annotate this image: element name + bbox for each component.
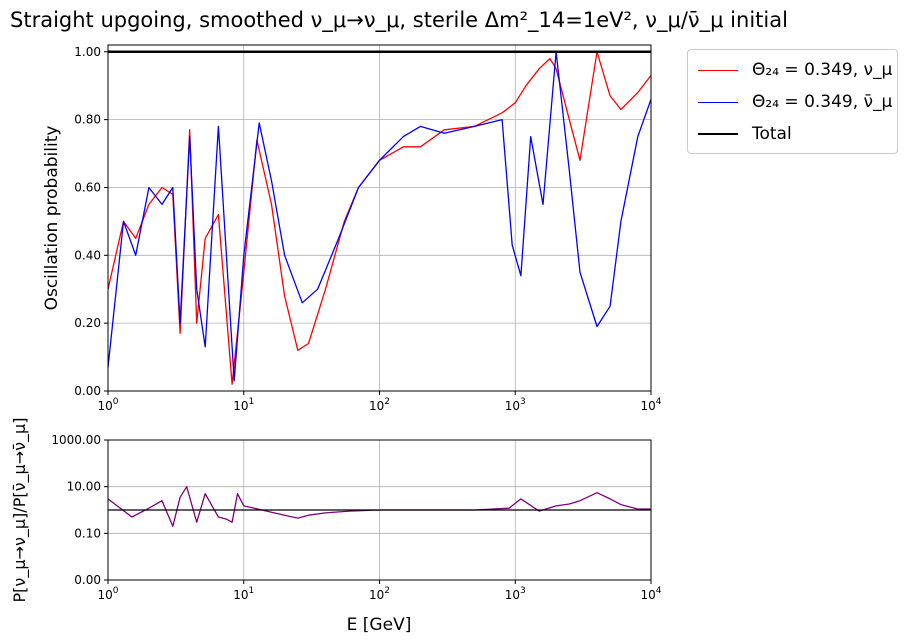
bottom-plot-ticks: 100 101 102 103 104 0.00 0.10 10.00 1000.00 (51, 433, 661, 602)
top-y-tick-label: 0.00 (74, 384, 101, 398)
top-x-tick-label: 101 (233, 397, 254, 413)
bottom-y-tick-label: 0.00 (74, 573, 101, 587)
bottom-x-tick-label: 100 (97, 586, 118, 602)
top-y-tick-label: 0.80 (74, 113, 101, 127)
top-y-axis-label: Oscillation probability (42, 126, 62, 311)
legend-item-nu: Θ₂₄ = 0.349, ν_μ (698, 56, 892, 84)
bottom-y-tick-label: 10.00 (67, 480, 101, 494)
legend-swatch-nu (698, 69, 738, 71)
bottom-x-tick-label: 101 (233, 586, 254, 602)
bottom-y-axis-label: P[ν_μ→ν_μ]/P[ν̄_μ→ν̄_μ] (10, 418, 30, 603)
top-y-tick-label: 0.20 (74, 316, 101, 330)
legend-item-total: Total (698, 120, 792, 148)
legend-swatch-total (698, 133, 738, 135)
chart-title: Straight upgoing, smoothed ν_μ→ν_μ, ster… (10, 8, 788, 32)
top-plot-series (107, 50, 652, 385)
bottom-x-tick-label: 104 (640, 586, 661, 602)
top-x-tick-label: 103 (505, 397, 526, 413)
top-y-tick-label: 1.00 (74, 45, 101, 59)
top-x-tick-label: 102 (369, 397, 390, 413)
bottom-y-tick-label: 0.10 (74, 526, 101, 540)
legend-label-total: Total (752, 124, 792, 144)
top-series-line-1 (107, 51, 652, 382)
legend-label-nubar: Θ₂₄ = 0.349, ν̄_μ (752, 92, 893, 112)
bottom-x-tick-label: 103 (505, 586, 526, 602)
top-x-tick-label: 104 (640, 397, 661, 413)
bottom-series-line-0 (107, 486, 651, 527)
top-x-tick-label: 100 (97, 397, 118, 413)
legend-item-nubar: Θ₂₄ = 0.349, ν̄_μ (698, 88, 892, 116)
top-plot-grid (107, 45, 652, 392)
legend-label-nu: Θ₂₄ = 0.349, ν_μ (752, 60, 893, 80)
top-plot-ticks: 100 101 102 103 104 0.00 0.20 0.40 0.60 0.80 1.00 (74, 45, 661, 413)
bottom-plot-series (107, 486, 651, 527)
top-y-tick-label: 0.40 (74, 248, 101, 262)
bottom-y-tick-label: 1000.00 (51, 433, 101, 447)
legend-swatch-nubar (698, 101, 738, 103)
bottom-x-tick-label: 102 (369, 586, 390, 602)
x-axis-label: E [GeV] (347, 615, 412, 635)
top-y-tick-label: 0.60 (74, 180, 101, 194)
legend: Θ₂₄ = 0.349, ν_μ Θ₂₄ = 0.349, ν̄_μ Total (687, 49, 898, 154)
